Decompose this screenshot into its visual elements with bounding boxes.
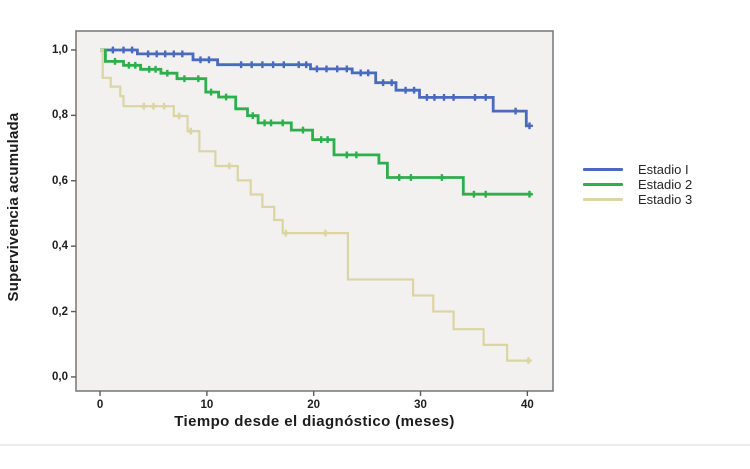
curve-estadio-2: [100, 48, 532, 196]
legend-label: Estadio 2: [638, 177, 693, 192]
plot-area: [75, 30, 554, 392]
y-tick-label: 1,0: [52, 43, 68, 56]
legend-row-estadio-3: Estadio 3: [583, 192, 692, 207]
censor-marks-estadio-3: [140, 102, 532, 364]
x-tick-label: 10: [200, 399, 214, 411]
legend: Estadio I Estadio 2 Estadio 3: [583, 162, 692, 207]
x-tick-label: 40: [520, 399, 534, 411]
y-axis-title: Supervivencia acumulada: [5, 112, 22, 302]
x-tick-label: 0: [96, 399, 104, 411]
legend-line-estadio-3-icon: [583, 198, 623, 201]
legend-row-estadio-1: Estadio I: [583, 162, 692, 177]
y-tick-label: 0,8: [52, 109, 68, 122]
x-tick-label: 30: [414, 399, 427, 411]
legend-line-estadio-2-icon: [583, 183, 623, 186]
legend-line-estadio-1-icon: [583, 168, 623, 171]
legend-label: Estadio I: [638, 162, 689, 177]
y-tick-label: 0,2: [52, 305, 68, 318]
curve-estadio-3: [100, 48, 530, 362]
y-tick-label: 0,0: [52, 370, 68, 383]
legend-label: Estadio 3: [638, 192, 693, 207]
x-tick-label: 20: [307, 399, 321, 411]
censor-marks-estadio-i: [109, 46, 533, 130]
page-divider-line: [0, 444, 750, 446]
y-tick-label: 0,4: [52, 240, 68, 253]
legend-row-estadio-2: Estadio 2: [583, 177, 692, 192]
censor-marks-estadio-2: [111, 58, 533, 198]
y-tick-label: 0,6: [52, 174, 68, 187]
x-axis-title: Tiempo desde el diagnóstico (meses): [174, 413, 455, 430]
